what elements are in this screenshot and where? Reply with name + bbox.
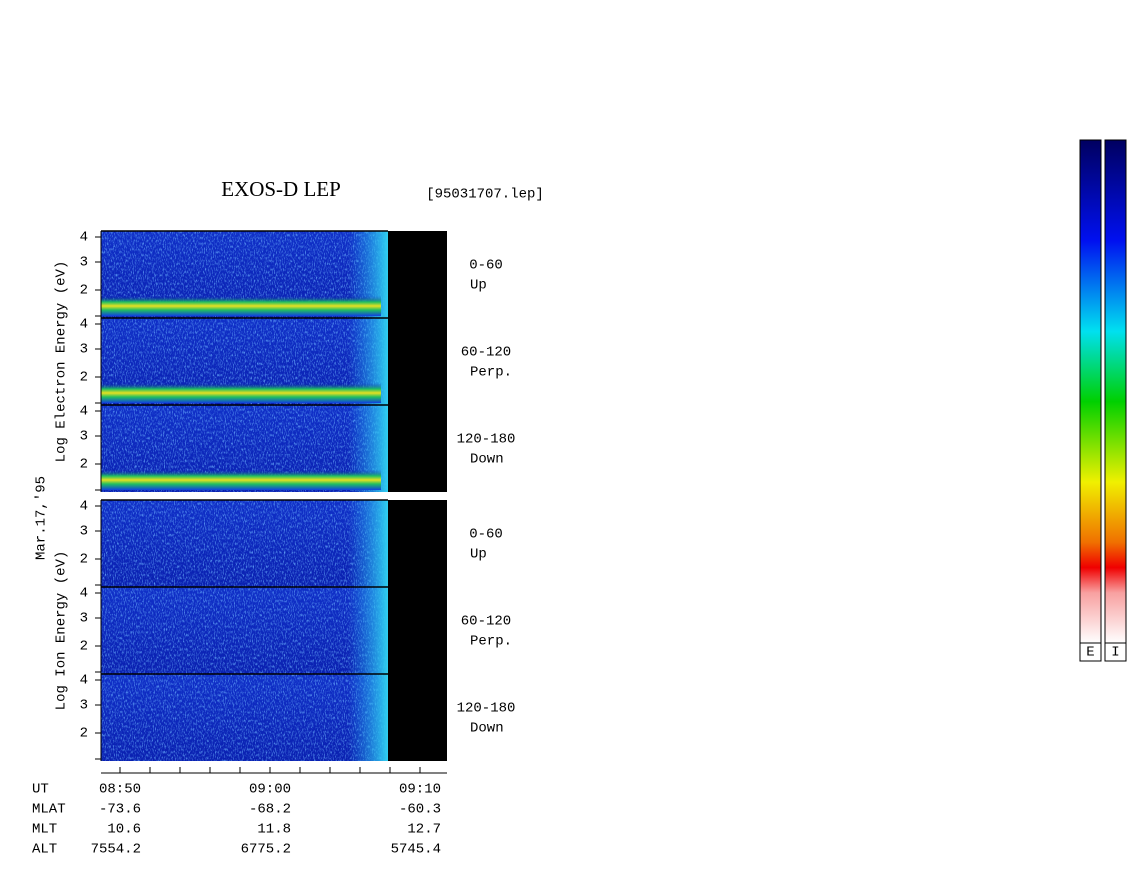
direction: Down	[470, 721, 504, 737]
color-bar-label-box	[1079, 642, 1102, 662]
pitch-angle: 0-60	[469, 527, 503, 543]
spectrogram-noise	[101, 587, 388, 674]
y-axis-label: Log Electron Energy (eV)	[54, 261, 70, 463]
direction: Perp.	[470, 365, 512, 381]
date: Mar.17,'95	[34, 476, 50, 560]
y-tick-label: 2	[80, 552, 88, 568]
y-tick-label: 3	[80, 429, 88, 445]
row-value: -73.6	[99, 802, 141, 818]
direction: Up	[470, 547, 487, 563]
spectrogram-edge	[348, 587, 388, 674]
y-tick-label: 3	[80, 611, 88, 627]
pitch-angle: 120-180	[457, 432, 516, 448]
row-value: 11.8	[257, 822, 291, 838]
pitch-angle: 60-120	[461, 345, 511, 361]
y-tick-label: 4	[80, 673, 88, 689]
y-axis-label: Log Ion Energy (eV)	[54, 551, 70, 711]
y-tick-label: 2	[80, 283, 88, 299]
spectrogram-band	[101, 383, 381, 403]
y-tick-label: 2	[80, 370, 88, 386]
y-tick-label: 4	[80, 317, 88, 333]
y-tick-label: 3	[80, 342, 88, 358]
title: EXOS-D LEP	[221, 177, 341, 201]
row-value: 7554.2	[91, 842, 141, 858]
spectrogram-noise	[101, 500, 388, 587]
row-value: 12.7	[407, 822, 441, 838]
direction: Down	[470, 452, 504, 468]
row-value: -60.3	[399, 802, 441, 818]
row-label: UT	[32, 782, 49, 798]
y-tick-label: 2	[80, 639, 88, 655]
row-value: -68.2	[249, 802, 291, 818]
pitch-angle: 120-180	[457, 701, 516, 717]
row-value: 5745.4	[391, 842, 441, 858]
pitch-angle: 0-60	[469, 258, 503, 274]
spectrogram-edge	[348, 674, 388, 761]
spectrogram-noise	[101, 674, 388, 761]
row-value: 10.6	[107, 822, 141, 838]
spectrogram-band	[101, 296, 381, 316]
y-tick-label: 3	[80, 698, 88, 714]
direction: Perp.	[470, 634, 512, 650]
y-tick-label: 3	[80, 255, 88, 271]
color-bar-label-box	[1104, 642, 1127, 662]
y-tick-label: 4	[80, 230, 88, 246]
direction: Up	[470, 278, 487, 294]
color-bar-label: E	[1086, 645, 1094, 661]
y-tick-label: 2	[80, 457, 88, 473]
y-tick-label: 2	[80, 726, 88, 742]
x-tick-label: 09:10	[399, 782, 441, 798]
y-tick-label: 3	[80, 524, 88, 540]
pitch-angle: 60-120	[461, 614, 511, 630]
file-name: [95031707.lep]	[426, 187, 544, 203]
y-tick-label: 4	[80, 499, 88, 515]
row-value: 6775.2	[241, 842, 291, 858]
y-tick-label: 4	[80, 586, 88, 602]
color-bar-label: I	[1111, 645, 1119, 661]
row-label: ALT	[32, 842, 57, 858]
x-tick-label: 09:00	[249, 782, 291, 798]
row-label: MLAT	[32, 802, 66, 818]
spectrogram-edge	[348, 500, 388, 587]
color-bar	[1079, 139, 1102, 644]
y-tick-label: 4	[80, 404, 88, 420]
row-label: MLT	[32, 822, 57, 838]
color-bar	[1104, 139, 1127, 644]
x-tick-label: 08:50	[99, 782, 141, 798]
spectrogram-band	[101, 470, 381, 490]
